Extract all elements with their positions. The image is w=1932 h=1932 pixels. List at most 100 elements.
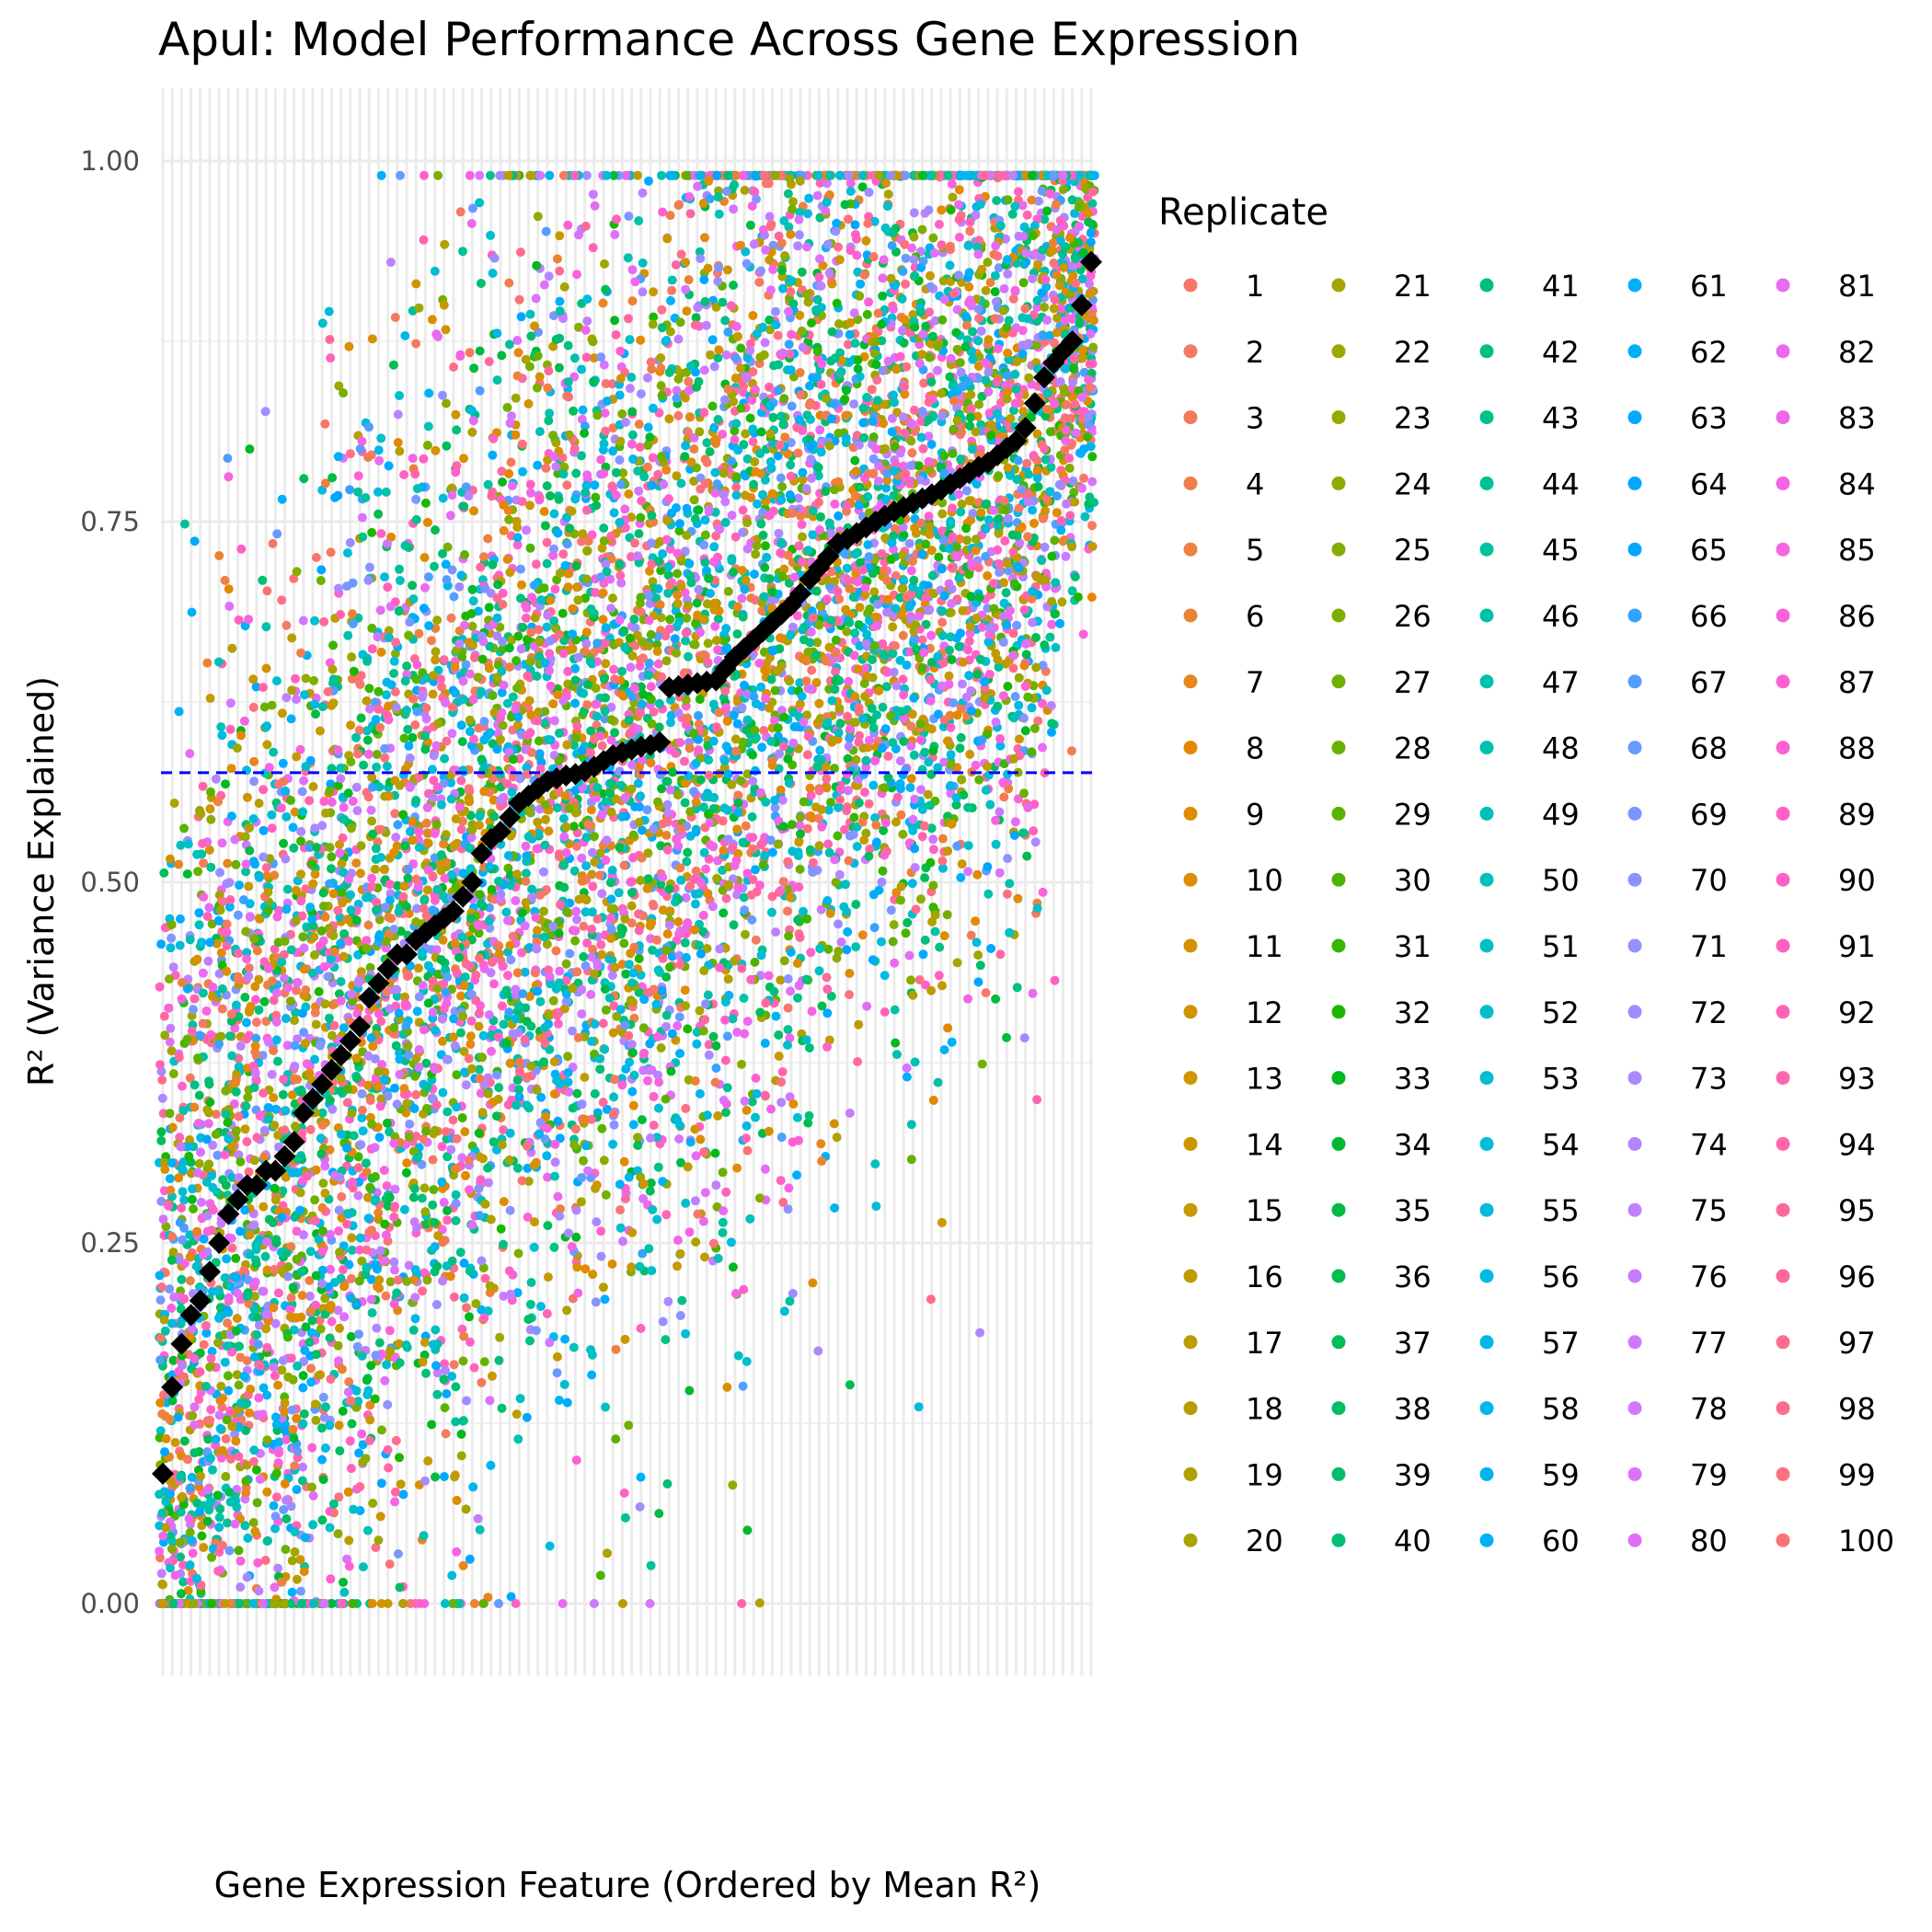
data-point <box>649 287 659 297</box>
data-point <box>701 864 711 874</box>
data-point <box>708 1031 719 1041</box>
data-point <box>376 529 386 538</box>
data-point <box>429 1185 439 1195</box>
data-point <box>937 205 947 215</box>
data-point <box>901 279 911 289</box>
data-point <box>236 1156 246 1167</box>
data-point <box>1047 551 1057 561</box>
data-point <box>985 278 995 287</box>
data-point <box>433 170 443 180</box>
data-point <box>624 1172 634 1182</box>
data-point <box>703 263 713 273</box>
data-point <box>1014 673 1024 683</box>
data-point <box>367 873 377 883</box>
data-point <box>1064 463 1075 473</box>
data-point <box>449 592 459 602</box>
data-point <box>446 613 456 623</box>
data-point <box>555 966 565 976</box>
data-point <box>891 1050 902 1060</box>
data-point <box>548 341 558 351</box>
data-point <box>469 1363 479 1373</box>
data-point <box>668 767 678 777</box>
data-point <box>452 1070 462 1080</box>
data-point <box>297 1476 307 1486</box>
data-point <box>278 1089 288 1099</box>
data-point <box>298 1419 308 1429</box>
data-point <box>765 212 775 222</box>
data-point <box>971 916 981 926</box>
data-point <box>526 1278 536 1287</box>
data-point <box>516 312 526 322</box>
data-point <box>916 894 926 904</box>
data-point <box>945 260 955 270</box>
data-point <box>437 1177 447 1187</box>
data-point <box>577 853 587 863</box>
data-point <box>522 1412 532 1422</box>
data-point <box>680 937 690 948</box>
data-point <box>529 581 539 591</box>
data-point <box>620 914 630 924</box>
data-point <box>521 354 531 364</box>
data-point <box>346 720 356 730</box>
data-point <box>424 388 434 398</box>
data-point <box>675 1248 685 1259</box>
data-point <box>326 1374 336 1385</box>
data-point <box>479 717 489 727</box>
data-point <box>648 899 658 909</box>
data-point <box>903 917 913 927</box>
data-point <box>447 1570 457 1581</box>
data-point <box>723 265 732 275</box>
data-point <box>157 1093 167 1103</box>
data-point <box>704 854 714 864</box>
data-point <box>456 570 466 581</box>
data-point <box>185 935 195 945</box>
data-point <box>301 762 311 772</box>
data-point <box>339 802 349 812</box>
data-point <box>955 743 965 753</box>
data-point <box>371 844 381 854</box>
data-point <box>259 785 269 795</box>
data-point <box>374 1338 385 1348</box>
data-point <box>539 280 549 290</box>
data-point <box>628 997 638 1007</box>
data-point <box>203 956 213 966</box>
data-point <box>742 1133 751 1144</box>
data-point <box>290 1041 300 1051</box>
data-point <box>771 927 781 937</box>
data-point <box>231 1253 241 1263</box>
data-point <box>234 949 244 959</box>
data-point <box>545 1541 555 1551</box>
data-point <box>476 1088 486 1098</box>
data-point <box>842 500 852 511</box>
data-point <box>611 329 621 339</box>
data-point <box>558 549 569 559</box>
data-point <box>713 415 723 424</box>
data-point <box>451 1215 461 1225</box>
data-point <box>699 847 709 857</box>
data-point <box>745 220 755 230</box>
data-point <box>423 838 433 848</box>
data-point <box>647 1266 657 1276</box>
data-point <box>497 351 507 361</box>
data-point <box>883 752 893 761</box>
data-point <box>464 491 474 501</box>
data-point <box>282 620 292 630</box>
data-point <box>599 523 609 533</box>
data-point <box>457 737 467 747</box>
data-point <box>842 563 852 573</box>
data-point <box>319 616 329 627</box>
data-point <box>627 296 638 306</box>
data-point <box>487 1046 496 1056</box>
data-point <box>551 462 561 472</box>
data-point <box>374 509 384 519</box>
data-point <box>665 962 674 972</box>
data-point <box>317 1455 327 1465</box>
data-point <box>995 807 1005 817</box>
data-point <box>638 258 648 268</box>
data-point <box>574 230 583 240</box>
data-point <box>498 477 507 487</box>
data-point <box>983 258 993 268</box>
data-point <box>1006 414 1016 423</box>
data-point <box>527 884 537 894</box>
